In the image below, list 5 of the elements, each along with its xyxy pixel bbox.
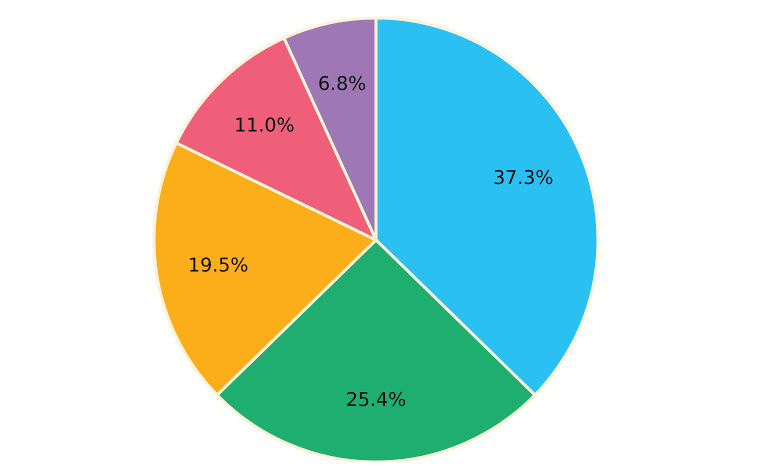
data-label: 19.5% xyxy=(188,254,248,276)
data-label: 11.0% xyxy=(234,114,295,137)
data-label: 6.8% xyxy=(318,72,366,95)
data-label: 25.4% xyxy=(346,388,406,411)
data-label: 37.3% xyxy=(493,166,554,189)
